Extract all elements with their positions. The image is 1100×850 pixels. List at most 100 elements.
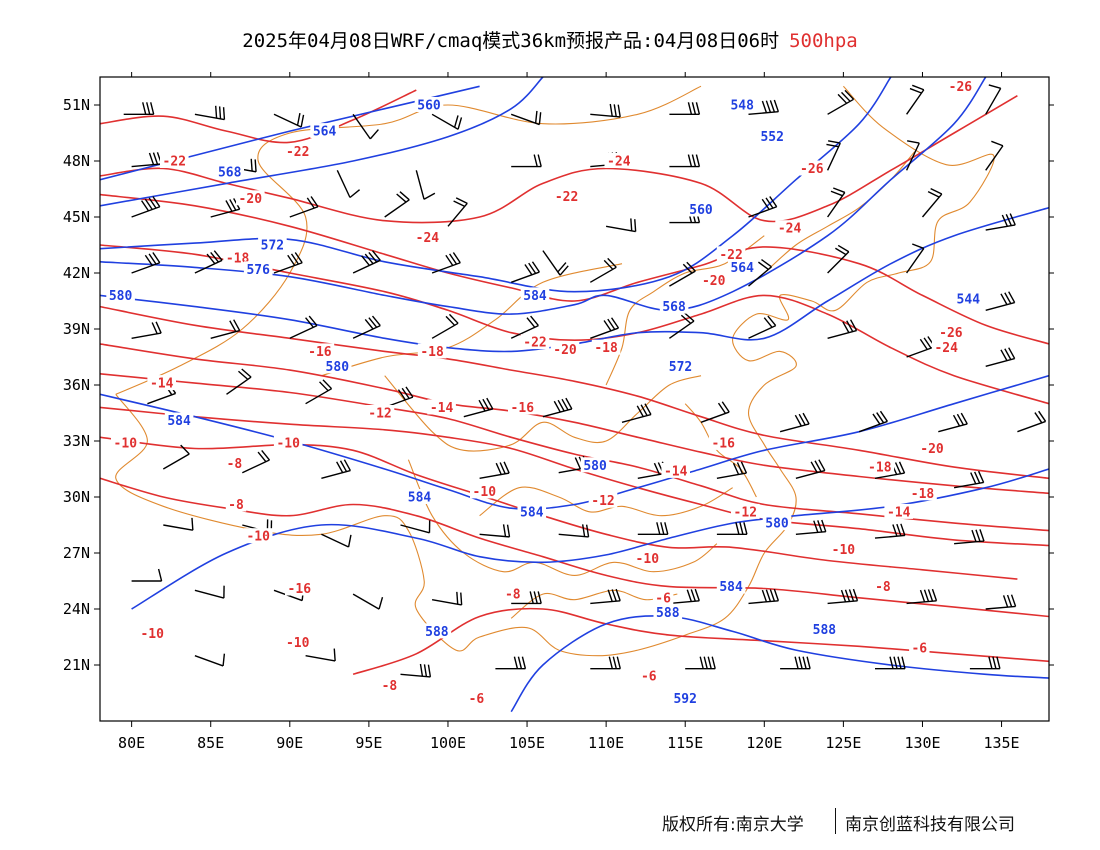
temperature-label: -10 xyxy=(473,485,497,500)
height-label: 568 xyxy=(662,300,686,315)
wind-barb xyxy=(511,591,542,605)
temperature-label-bg xyxy=(224,455,245,471)
wind-barb xyxy=(969,656,1001,670)
boundary-line xyxy=(510,589,678,619)
height-label-bg xyxy=(414,97,444,112)
wind-barb xyxy=(194,105,226,121)
wind-barb xyxy=(194,250,223,274)
wind-barb xyxy=(953,470,985,489)
height-contour xyxy=(100,77,544,207)
temperature-label-bg xyxy=(508,399,537,415)
wind-barb xyxy=(400,520,431,534)
wind-barb xyxy=(131,152,163,168)
wind-barb xyxy=(748,315,777,339)
wind-barb xyxy=(748,258,772,287)
wind-barb xyxy=(905,140,920,171)
temperature-label: -10 xyxy=(114,436,138,451)
temperature-label: -8 xyxy=(227,457,243,472)
wind-barb xyxy=(985,291,1016,311)
temperature-label: -10 xyxy=(140,627,164,642)
temperature-label-bg xyxy=(285,580,314,596)
lat-tick-label: 33N xyxy=(63,432,90,450)
height-label: 580 xyxy=(583,459,607,474)
wind-barb xyxy=(827,319,858,339)
height-label-bg xyxy=(757,128,787,144)
temperature-label-bg xyxy=(470,483,499,499)
temperature-label-bg xyxy=(550,341,580,357)
wind-barb xyxy=(700,401,730,423)
height-contour xyxy=(510,615,1049,713)
temperature-label-bg xyxy=(236,190,265,206)
wind-barb xyxy=(352,315,381,339)
temperature-label: -26 xyxy=(939,326,963,341)
wind-barb xyxy=(131,196,161,218)
temperature-label-bg xyxy=(829,541,858,557)
temperature-label: -22 xyxy=(286,145,309,160)
temperature-label: -18 xyxy=(420,345,444,360)
lat-tick-label: 51N xyxy=(63,96,90,114)
height-label-bg xyxy=(520,287,550,303)
temperature-label: -10 xyxy=(636,552,660,567)
temperature-label-bg xyxy=(716,246,746,262)
height-label: 580 xyxy=(326,360,350,375)
height-label-bg xyxy=(405,489,434,504)
height-label-bg xyxy=(517,503,547,519)
temperature-label: -12 xyxy=(591,494,614,509)
temperature-label: -6 xyxy=(469,692,485,707)
temperature-label: -16 xyxy=(511,401,535,416)
lon-tick-label: 95E xyxy=(355,734,382,752)
wind-barb xyxy=(1017,410,1047,433)
temperature-label: -14 xyxy=(150,377,174,392)
temperature-label-bg xyxy=(273,434,303,450)
wind-barb xyxy=(431,591,463,606)
temperature-label: -16 xyxy=(308,345,332,360)
temperature-label-bg xyxy=(417,343,447,359)
temperature-label-bg xyxy=(283,634,312,650)
wind-barb xyxy=(985,84,1002,115)
wind-barb xyxy=(194,585,225,599)
temperature-label-bg xyxy=(865,459,895,475)
height-label-bg xyxy=(666,358,695,374)
temperature-label: -8 xyxy=(875,580,891,595)
height-label-bg xyxy=(106,287,135,303)
height-label: 560 xyxy=(689,203,713,218)
temperature-label-bg xyxy=(588,492,618,508)
height-label: 588 xyxy=(425,625,449,640)
wind-barb xyxy=(510,261,540,283)
temperature-label-bg xyxy=(936,324,966,340)
temperature-label: -16 xyxy=(288,582,312,597)
temperature-label-bg xyxy=(909,640,930,656)
wind-barb xyxy=(906,588,938,605)
wind-barb xyxy=(668,312,695,339)
map-background xyxy=(100,77,1049,721)
temperature-label-bg xyxy=(638,668,659,684)
wind-barb xyxy=(906,84,925,115)
temperature-contour xyxy=(100,95,1018,224)
title-main: 2025年04月08日WRF/cmaq模式36km预报产品:04月08日06时 xyxy=(242,30,780,52)
temperature-label-bg xyxy=(917,440,947,456)
wind-barb xyxy=(131,568,163,582)
wind-barb xyxy=(669,154,701,168)
wind-barb-layer xyxy=(123,84,1047,678)
height-label: 564 xyxy=(313,125,337,140)
height-label-bg xyxy=(810,621,839,637)
wind-barb xyxy=(479,461,510,479)
height-label: 584 xyxy=(523,289,547,304)
temperature-label-bg xyxy=(931,339,961,355)
wind-barb xyxy=(352,113,379,140)
temperature-label-bg xyxy=(225,496,247,512)
height-label: 584 xyxy=(520,505,544,520)
wind-barb xyxy=(336,170,361,199)
height-label-bg xyxy=(322,358,352,374)
wind-barb xyxy=(431,113,463,130)
wind-barb xyxy=(431,313,459,339)
wind-barb xyxy=(590,656,621,670)
wind-barb xyxy=(194,653,226,667)
wind-barb xyxy=(637,522,669,535)
temperature-label: -22 xyxy=(555,190,578,205)
lon-tick-label: 85E xyxy=(197,734,224,752)
temperature-label-bg xyxy=(111,434,140,450)
wind-barb xyxy=(875,656,906,670)
lon-tick-label: 110E xyxy=(588,734,624,752)
